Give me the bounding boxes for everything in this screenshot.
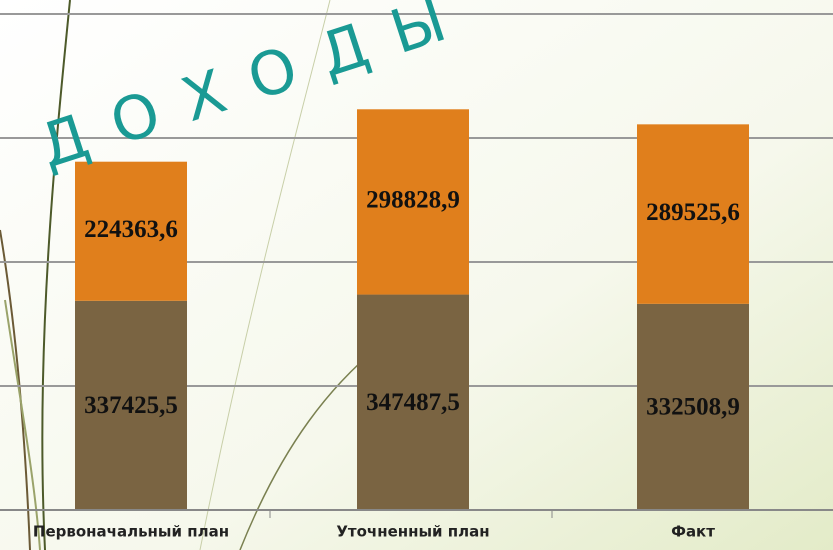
bar-segment [357,109,469,295]
value-label: 289525,6 [646,199,740,226]
decoration [0,0,401,550]
value-label: 224363,6 [84,216,178,243]
value-label: 337425,5 [84,392,178,419]
x-tick-label: Уточненный план [336,523,489,541]
value-label: 298828,9 [366,187,460,214]
bar-segment [637,303,749,510]
bar-segment [75,161,187,301]
value-label: 332508,9 [646,394,740,421]
bar-segment [75,300,187,510]
value-label: 347487,5 [366,389,460,416]
x-tick-label: Факт [671,523,715,541]
bar-segment [357,294,469,510]
x-tick-label: Первоначальный план [33,523,229,541]
bar-segment [637,124,749,304]
